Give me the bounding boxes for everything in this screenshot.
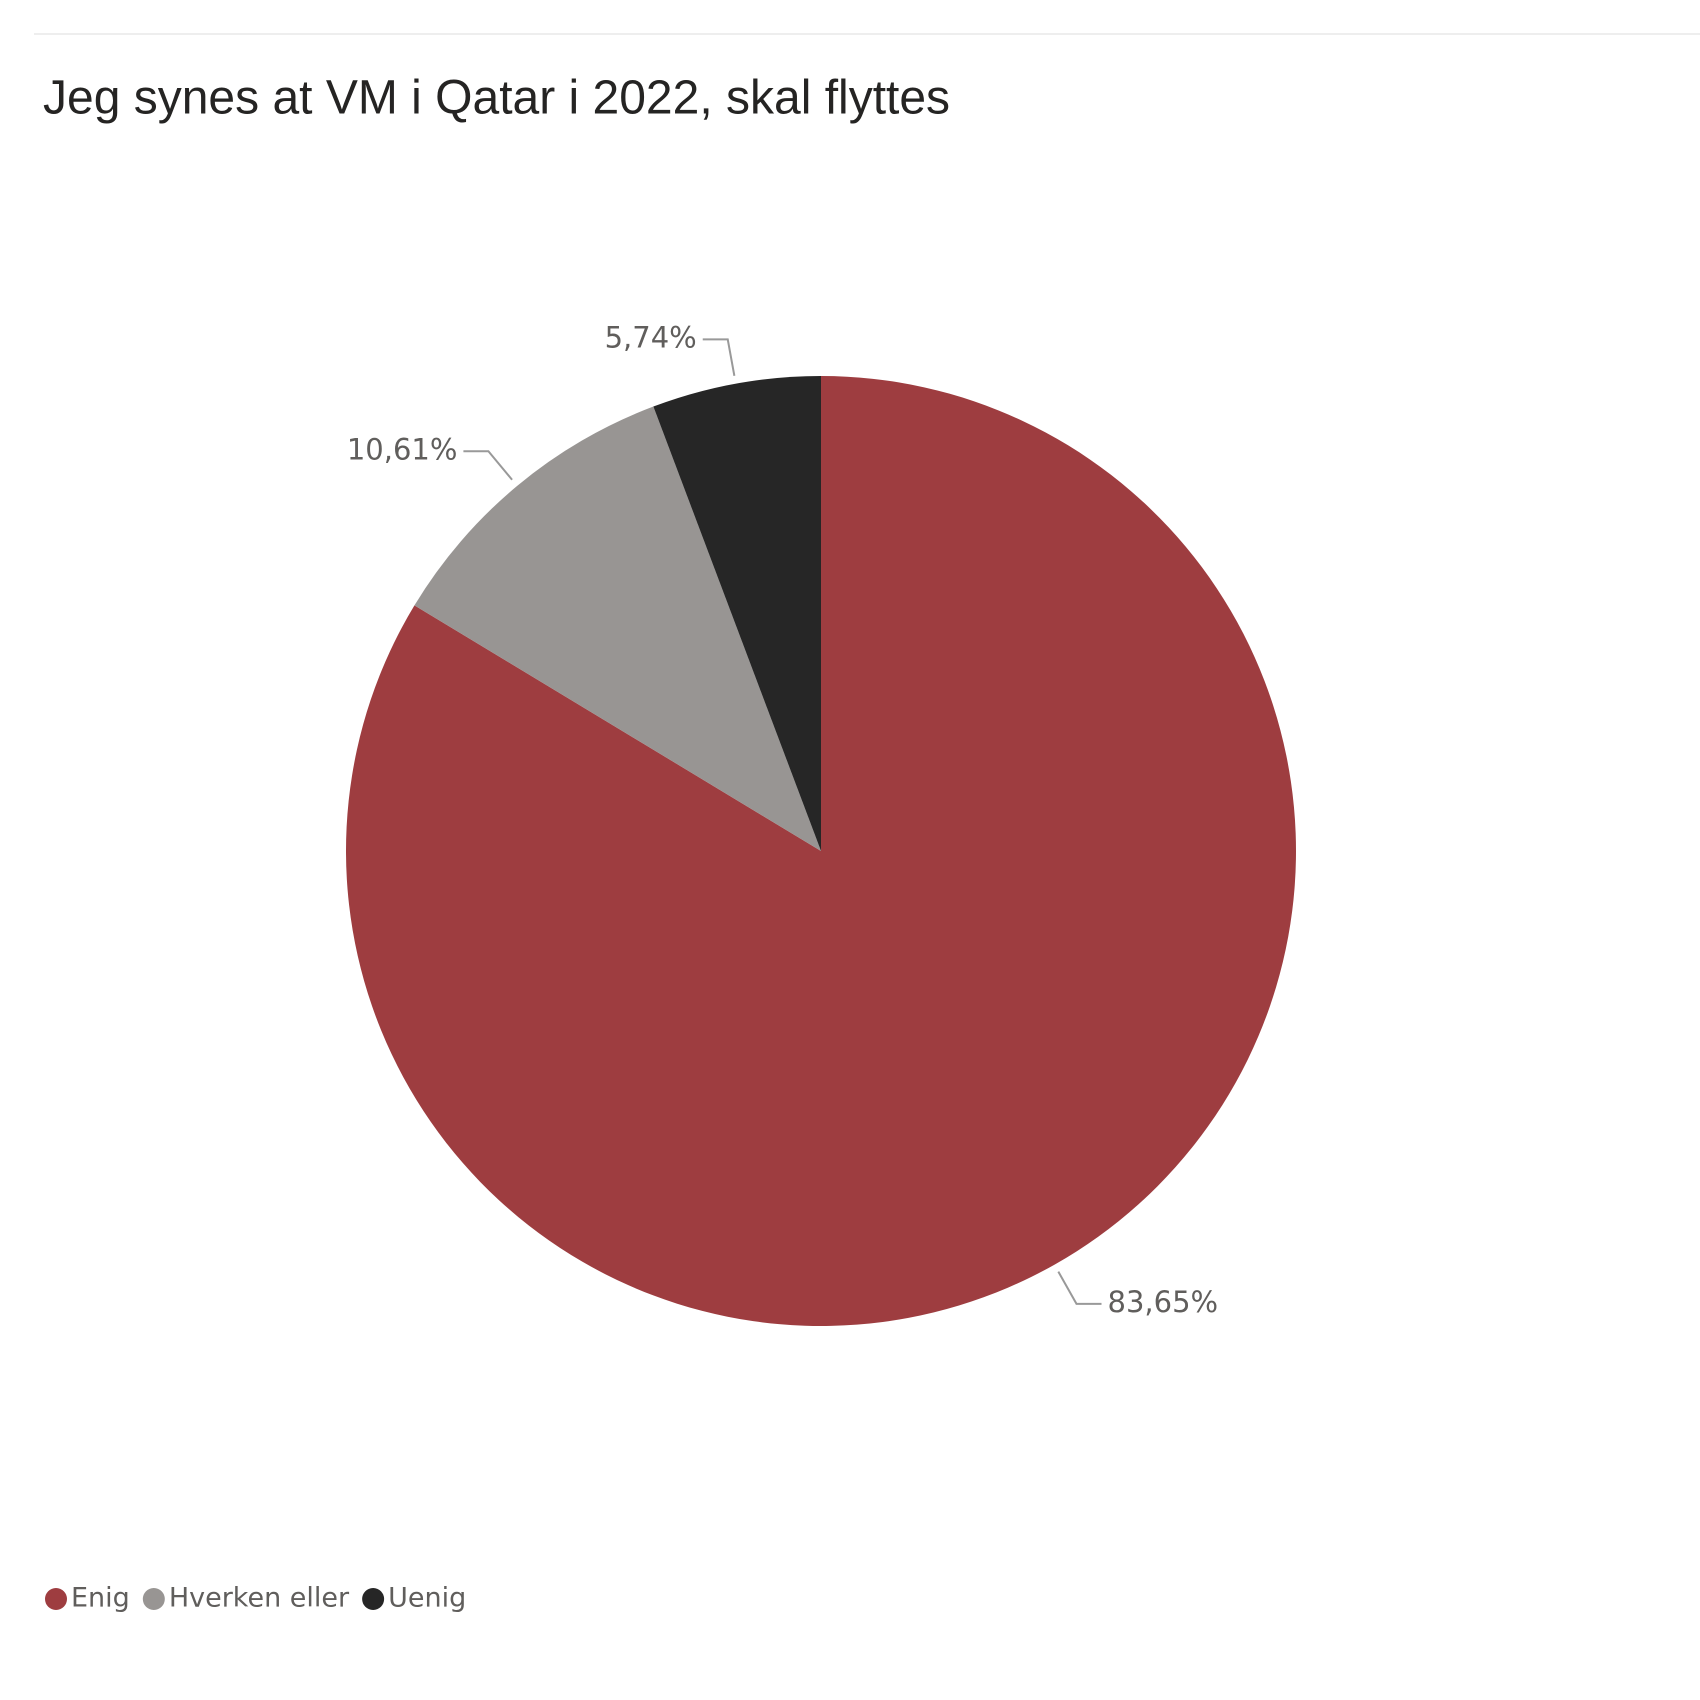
legend-marker [142, 1588, 165, 1610]
leader-line [1057, 1271, 1102, 1305]
legend-label: Hverken eller [169, 1583, 350, 1614]
legend-label: Uenig [388, 1583, 466, 1614]
chart-title: Jeg synes at VM i Qatar i 2022, skal fly… [43, 72, 950, 125]
data-label: 83,65% [1108, 1285, 1219, 1319]
leader-line [463, 450, 513, 481]
legend-label: Enig [71, 1583, 130, 1614]
legend-marker [45, 1588, 67, 1610]
leader-line [702, 338, 736, 377]
pie-slice [414, 406, 821, 851]
legend-marker [362, 1588, 385, 1610]
data-label: 5,74% [605, 320, 697, 354]
pie-slice [653, 376, 821, 851]
data-label: 10,61% [347, 432, 458, 466]
